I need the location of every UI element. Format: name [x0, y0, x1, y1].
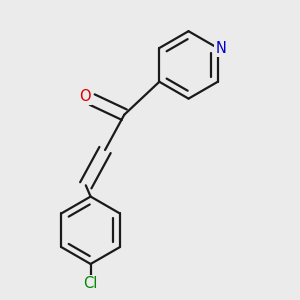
Text: N: N [215, 40, 226, 56]
Text: Cl: Cl [83, 276, 98, 291]
Text: O: O [79, 89, 91, 104]
